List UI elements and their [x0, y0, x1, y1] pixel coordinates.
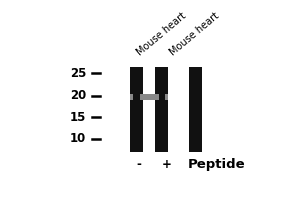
Text: 10: 10: [70, 132, 86, 145]
Text: Mouse heart: Mouse heart: [168, 11, 221, 58]
Text: +: +: [162, 158, 172, 171]
Text: 25: 25: [70, 67, 86, 80]
Bar: [155, 67, 168, 152]
Text: Peptide: Peptide: [188, 158, 245, 171]
Text: -: -: [136, 158, 141, 171]
Bar: [133, 94, 140, 100]
Bar: [159, 94, 165, 100]
Text: Mouse heart: Mouse heart: [134, 11, 188, 58]
Text: 20: 20: [70, 89, 86, 102]
Bar: [130, 94, 168, 100]
Text: 15: 15: [70, 111, 86, 124]
Bar: [130, 67, 143, 152]
Bar: [189, 67, 202, 152]
